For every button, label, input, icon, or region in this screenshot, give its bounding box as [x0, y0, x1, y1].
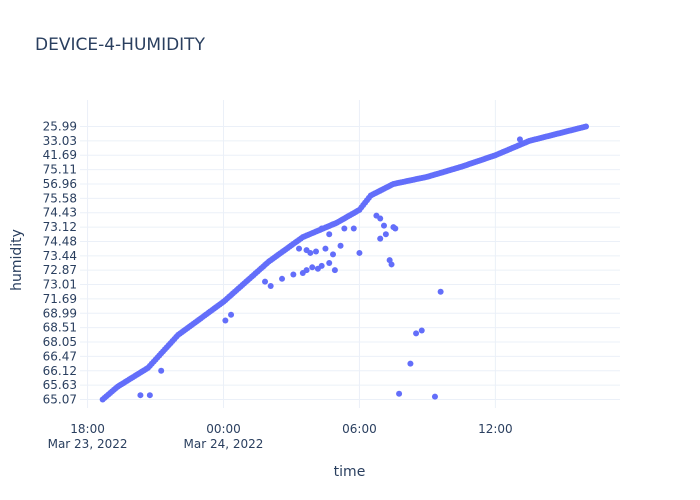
- y-tick-label: 72.87: [43, 263, 77, 277]
- data-point: [396, 390, 403, 397]
- y-tick-label: 68.05: [43, 335, 77, 349]
- data-point: [437, 288, 444, 295]
- x-axis-title: time: [334, 464, 366, 480]
- data-markers: [99, 123, 590, 403]
- data-point: [296, 245, 303, 252]
- y-tick-label: 66.12: [43, 364, 77, 378]
- y-tick-label: 71.69: [43, 292, 77, 306]
- x-tick-date-label: Mar 23, 2022: [48, 437, 128, 451]
- data-point: [146, 392, 153, 399]
- data-point: [413, 330, 420, 337]
- y-tick-label: 66.47: [43, 349, 77, 363]
- y-tick-label: 73.44: [43, 249, 77, 263]
- data-point: [222, 317, 229, 324]
- x-tick-label: 00:00: [206, 422, 241, 436]
- data-point: [137, 392, 144, 399]
- data-point: [380, 222, 387, 229]
- data-point: [262, 278, 269, 285]
- y-tick-label: 56.96: [43, 177, 77, 191]
- x-tick-label: 18:00: [70, 422, 105, 436]
- data-point: [322, 245, 329, 252]
- y-tick-label: 74.43: [43, 206, 77, 220]
- data-point: [407, 360, 414, 367]
- x-tick-label: 12:00: [478, 422, 513, 436]
- data-point: [318, 262, 325, 269]
- x-tick-label: 06:00: [342, 422, 377, 436]
- data-point: [309, 264, 316, 271]
- data-point: [307, 249, 314, 256]
- data-point: [318, 225, 325, 232]
- y-tick-label: 25.99: [43, 120, 77, 134]
- data-point: [326, 260, 333, 266]
- data-point: [341, 225, 348, 232]
- y-tick-label: 73.12: [43, 220, 77, 234]
- y-tick-label: 68.51: [43, 321, 77, 335]
- y-axis-title: humidity: [9, 229, 25, 291]
- y-tick-label: 65.63: [43, 378, 77, 392]
- gridlines: [80, 100, 620, 408]
- y-tick-label: 65.07: [43, 393, 77, 407]
- data-point: [290, 271, 297, 278]
- data-point: [377, 215, 384, 222]
- data-point: [330, 251, 337, 258]
- data-point: [330, 221, 337, 228]
- y-tick-label: 33.03: [43, 134, 77, 148]
- y-tick-label: 73.01: [43, 278, 77, 292]
- y-tick-label: 41.69: [43, 148, 77, 162]
- y-tick-label: 74.48: [43, 234, 77, 248]
- data-point: [326, 231, 333, 238]
- y-tick-label: 68.99: [43, 306, 77, 320]
- data-point: [516, 136, 523, 143]
- data-point: [331, 267, 338, 274]
- data-point: [418, 327, 425, 334]
- data-point: [377, 235, 384, 242]
- data-point: [313, 248, 320, 255]
- data-point: [350, 225, 357, 232]
- data-point: [392, 225, 399, 232]
- y-tick-label: 75.58: [43, 191, 77, 205]
- data-point: [279, 275, 286, 282]
- data-point: [303, 267, 310, 274]
- data-point: [228, 311, 235, 318]
- y-tick-label: 75.11: [43, 163, 77, 177]
- data-point: [158, 367, 165, 374]
- data-point: [388, 261, 395, 268]
- x-tick-date-label: Mar 24, 2022: [184, 437, 264, 451]
- data-point: [431, 393, 438, 400]
- chart-title: DEVICE-4-HUMIDITY: [35, 35, 206, 55]
- data-point: [382, 231, 389, 238]
- data-point: [356, 249, 363, 256]
- y-axis-ticks: 65.0765.6366.1266.4768.0568.5168.9971.69…: [43, 120, 77, 407]
- data-point: [267, 282, 274, 289]
- data-point: [583, 123, 590, 130]
- data-point: [337, 242, 344, 249]
